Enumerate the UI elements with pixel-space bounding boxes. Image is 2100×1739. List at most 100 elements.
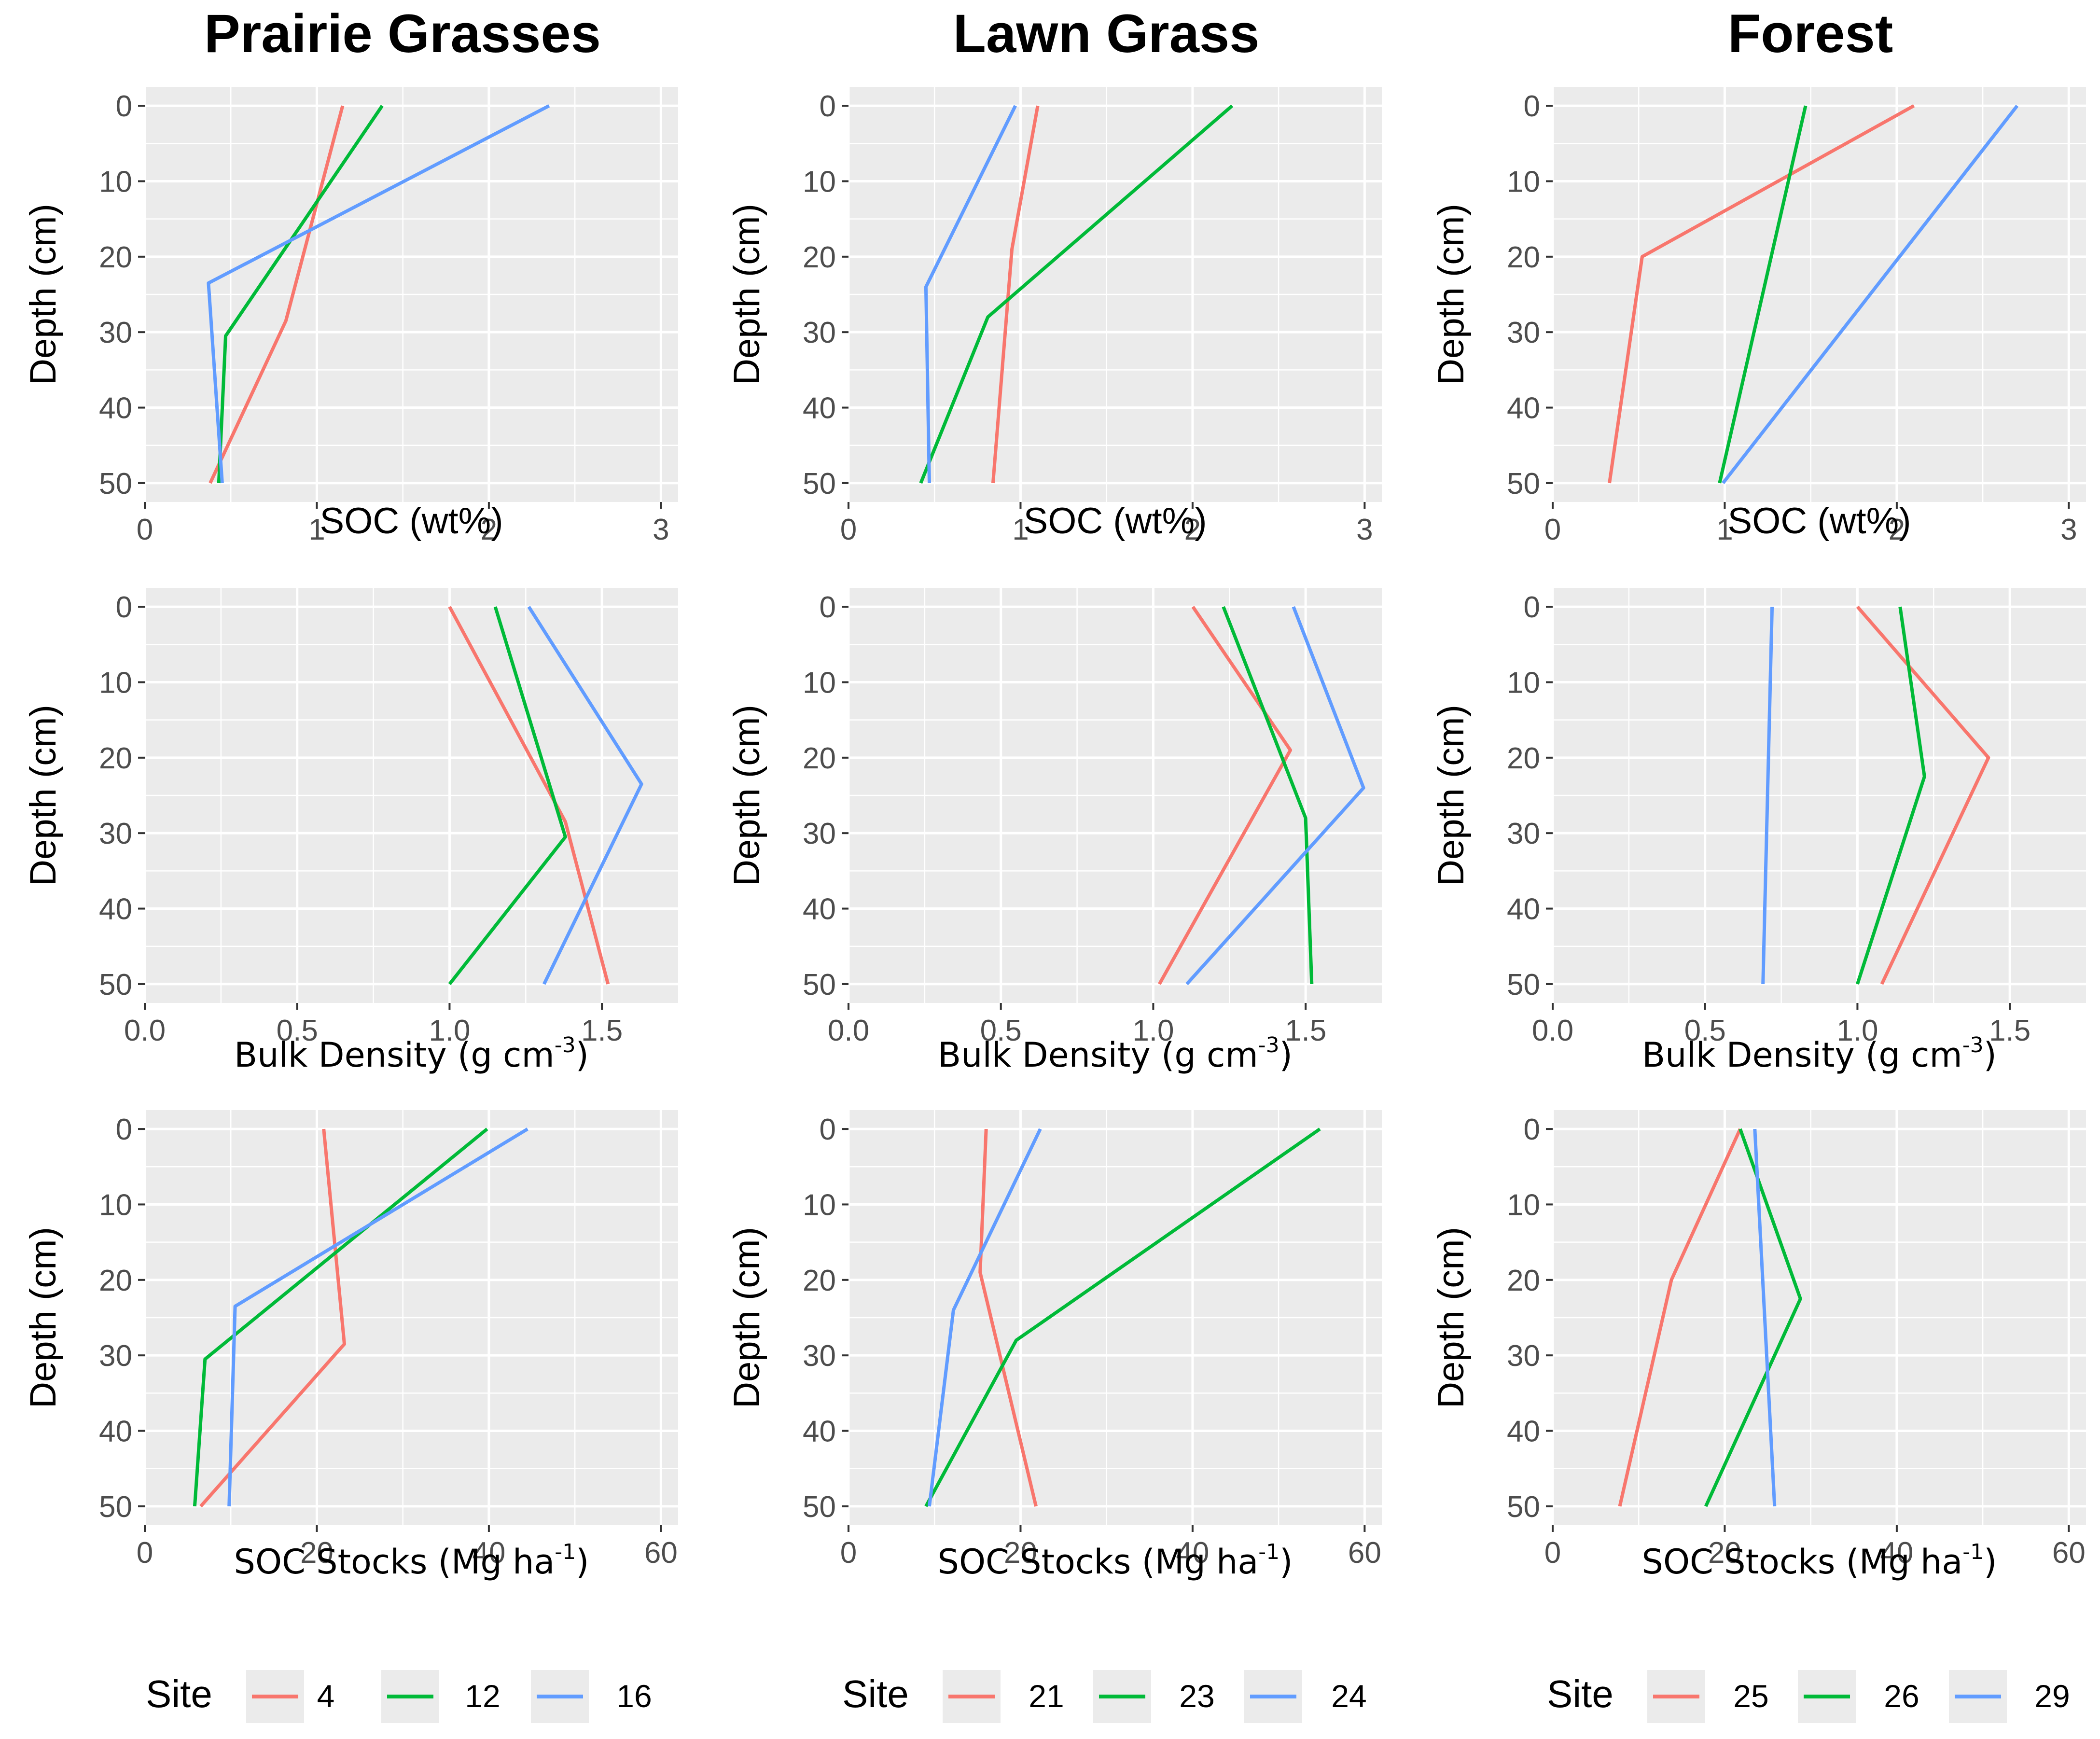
y-tick-label: 0 [1524,1113,1540,1146]
x-axis-title: SOC Stocks (Mg ha-1) [234,1540,589,1582]
y-axis-title: Depth (cm) [1431,705,1472,886]
y-tick-label: 0 [116,1113,132,1146]
legend-label: 26 [1884,1678,1919,1714]
y-tick-label: 20 [99,241,132,274]
x-axis-title: Bulk Density (g cm-3) [1642,1033,1997,1075]
y-tick-label: 20 [803,1264,836,1297]
y-tick-label: 40 [1507,893,1540,926]
y-tick-label: 10 [1507,666,1540,699]
x-axis-title-main: SOC Stocks (Mg ha [234,1542,555,1582]
x-axis-title-superscript: -3 [1258,1033,1279,1057]
x-axis-title: Bulk Density (g cm-3) [234,1033,589,1075]
panel-forest-soc-stocks: 0 20 40 60 0 10 20 30 40 50 Depth (cm) SOC Stocks (… [1431,1110,2086,1582]
x-axis-title: SOC (wt%) [320,501,503,542]
y-axis-title: Depth (cm) [1431,204,1472,385]
y-tick-label: 0 [1524,90,1540,123]
x-tick-label: 0.0 [828,1014,869,1047]
legend-lawn: Site 21 23 24 [842,1670,1367,1723]
x-tick-label: 60 [644,1536,678,1570]
y-tick-label: 50 [803,467,836,501]
column-title-lawn: Lawn Grass [953,3,1260,64]
x-axis-title-close: ) [1984,1035,1997,1075]
y-tick-label: 30 [99,817,132,850]
y-axis-title: Depth (cm) [23,1227,64,1408]
x-axis-title-main: Bulk Density (g cm [234,1035,555,1075]
y-tick-label: 40 [99,392,132,425]
y-tick-label: 50 [1507,467,1540,501]
legend-forest: Site 25 26 29 [1547,1670,2070,1723]
panel-prairie-bulk-density: 0.0 0.5 1.0 1.501020304050Depth (cm)Bulk De… [23,588,678,1075]
x-axis-title-close: ) [1984,1542,1997,1582]
legend-title: Site [146,1672,212,1715]
legend-label: 16 [616,1678,652,1714]
panel-prairie-soc-stocks: 0 20 40 60 0 10 20 30 40 50 Depth (cm) SOC Stocks (… [23,1110,678,1582]
y-tick-label: 30 [99,1339,132,1373]
y-tick-label: 30 [99,316,132,349]
x-tick-label: 0 [137,513,153,546]
legend-area: Site 4 12 16 Site 21 23 24 Site [146,1670,2070,1723]
y-tick-label: 20 [1507,1264,1540,1297]
x-axis-title-superscript: -3 [1962,1033,1984,1057]
y-tick-label: 40 [1507,392,1540,425]
x-axis-title-superscript: -1 [1962,1540,1984,1564]
panel-lawn-bulk-density: 0.0 0.5 1.0 1.5 0 10 20 30 40 50 Depth (cm) Bulk De… [726,588,1382,1075]
y-tick-label: 0 [820,591,836,624]
y-tick-label: 40 [803,1415,836,1448]
column-title-prairie: Prairie Grasses [204,3,601,64]
legend-label: 23 [1179,1678,1214,1714]
legend-title: Site [1547,1672,1613,1715]
y-tick-label: 50 [1507,968,1540,1002]
y-tick-label: 30 [1507,316,1540,349]
y-axis-title: Depth (cm) [23,204,64,385]
y-tick-label: 10 [1507,165,1540,198]
x-axis-title-superscript: -3 [555,1033,576,1057]
y-tick-label: 20 [803,241,836,274]
x-axis-title-main: SOC Stocks (Mg ha [1642,1542,1963,1582]
y-tick-label: 10 [99,1188,132,1222]
x-tick-label: 60 [1348,1536,1381,1570]
x-tick-label: 0.0 [1532,1014,1573,1047]
x-tick-label: 0 [840,513,857,546]
panel-forest-bulk-density: 0.0 0.5 1.0 1.5 0 10 20 30 40 50 Depth (cm) Bulk De… [1431,588,2086,1075]
x-tick-label: 3 [653,513,669,546]
x-axis-title-close: ) [1279,1542,1293,1582]
x-tick-label: 0 [1544,513,1561,546]
y-tick-label: 40 [99,1415,132,1448]
y-tick-label: 10 [1507,1188,1540,1222]
y-tick-label: 30 [803,1339,836,1373]
y-tick-label: 10 [803,165,836,198]
y-tick-label: 30 [1507,1339,1540,1373]
x-axis-title: SOC Stocks (Mg ha-1) [1642,1540,1997,1582]
y-tick-label: 20 [99,1264,132,1297]
x-tick-label: 0.0 [124,1014,166,1047]
legend-label: 25 [1733,1678,1768,1714]
y-tick-label: 50 [1507,1490,1540,1524]
y-tick-label: 50 [99,968,132,1002]
y-tick-label: 20 [803,742,836,775]
y-tick-label: 30 [803,316,836,349]
x-tick-label: 60 [2052,1536,2086,1570]
y-tick-label: 50 [99,1490,132,1524]
y-tick-label: 50 [803,968,836,1002]
figure: Prairie Grasses Lawn Grass Forest 0 1 2 301… [0,0,2100,1739]
x-axis-title-close: ) [576,1542,589,1582]
y-tick-label: 10 [99,666,132,699]
x-axis-title: SOC Stocks (Mg ha-1) [938,1540,1293,1582]
y-tick-label: 20 [1507,241,1540,274]
y-axis-title: Depth (cm) [23,705,64,886]
y-tick-label: 0 [820,1113,836,1146]
x-axis-title-main: Bulk Density (g cm [938,1035,1258,1075]
y-tick-label: 40 [803,893,836,926]
legend-prairie: Site 4 12 16 [146,1670,652,1723]
legend-label: 4 [317,1678,335,1714]
y-tick-label: 40 [99,893,132,926]
x-axis-title-close: ) [576,1035,589,1075]
y-tick-label: 40 [803,392,836,425]
y-axis-title: Depth (cm) [726,1227,767,1408]
y-axis-title: Depth (cm) [726,705,767,886]
y-tick-label: 30 [803,817,836,850]
y-tick-label: 50 [803,1490,836,1524]
